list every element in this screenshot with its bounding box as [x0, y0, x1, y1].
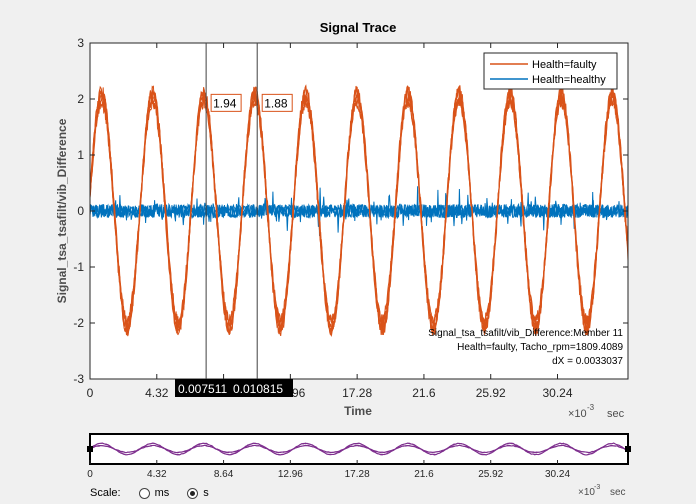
- series-faulty-trace: [89, 95, 629, 328]
- cursor-value-label: 1.88: [264, 96, 288, 110]
- overview-exponent-power: -3: [594, 484, 600, 491]
- x-tick-label: 17.28: [342, 386, 372, 400]
- x-axis-label: Time: [344, 404, 372, 418]
- cursor-x-label-box: [175, 379, 293, 397]
- overview-lines: [89, 442, 629, 456]
- cursor-x-label: 0.007511: [178, 382, 227, 396]
- x-tick-label: 4.32: [145, 386, 169, 400]
- series-healthy-trace: [89, 186, 629, 233]
- x-tick-label: 21.6: [412, 386, 436, 400]
- overview-x-tick-label: 0: [87, 469, 93, 480]
- chart-title: Signal Trace: [320, 20, 397, 35]
- overview-trace: [89, 444, 629, 454]
- y-tick-label: 0: [77, 204, 84, 218]
- info-box: Signal_tsa_tsafilt/vib_Difference:Member…: [428, 328, 623, 367]
- y-tick-label: -1: [73, 260, 84, 274]
- y-tick-label: -2: [73, 316, 84, 330]
- cursor-value-box: [261, 93, 293, 112]
- legend[interactable]: Health=faulty Health=healthy: [483, 52, 618, 90]
- cursor-layer[interactable]: 1.94 1.88 0.007511 0.010815: [175, 43, 293, 397]
- legend-label-healthy: Health=healthy: [532, 74, 606, 86]
- scale-option-ms-label: ms: [154, 487, 170, 499]
- scale-option-s-label: s: [203, 487, 209, 499]
- x-exponent-overview: ×10 -3 sec: [578, 484, 626, 498]
- overview-x-tick-label: 21.6: [414, 469, 434, 480]
- overview-x-tick-label: 8.64: [214, 469, 234, 480]
- x-exponent-main: ×10 -3 sec: [568, 403, 625, 420]
- overview-x-tick-label: 25.92: [478, 469, 503, 480]
- overview-left-handle[interactable]: [87, 446, 93, 452]
- cursor-value-label: 1.94: [213, 96, 237, 110]
- info-line-2: Health=faulty, Tacho_rpm=1809.4089: [457, 342, 623, 353]
- x-exponent-power: -3: [587, 403, 595, 412]
- overview-x-unit: sec: [610, 487, 626, 498]
- y-tick-label: -3: [73, 372, 84, 386]
- scale-option-s[interactable]: s: [187, 487, 209, 499]
- overview-background: [90, 434, 628, 464]
- legend-label-faulty: Health=faulty: [532, 59, 597, 71]
- scale-radio-ms[interactable]: [138, 487, 150, 499]
- scale-radio-s[interactable]: [187, 487, 199, 499]
- scale-control: Scale: ms s: [90, 484, 227, 502]
- overview-x-tick-label: 17.28: [345, 469, 370, 480]
- y-tick-label: 1: [77, 148, 84, 162]
- y-axis-ticks: -3 -2 -1 0 1 2 3: [73, 36, 628, 386]
- info-line-3: dX = 0.0033037: [552, 356, 623, 367]
- x-tick-label: 30.24: [542, 386, 572, 400]
- scale-option-ms[interactable]: ms: [138, 487, 170, 499]
- cursor-x-label: 0.010815: [233, 382, 283, 396]
- x-tick-label: 0: [87, 386, 94, 400]
- cursor-value-box: [210, 93, 242, 112]
- x-exponent-base: ×10: [568, 408, 587, 420]
- series-layer: [89, 84, 629, 338]
- x-unit: sec: [607, 408, 625, 420]
- overview-right-handle[interactable]: [625, 446, 631, 452]
- legend-box: [483, 52, 618, 90]
- overview-x-ticks: 0 4.32 8.64 12.96 17.28 21.6 25.92 30.24: [87, 460, 570, 480]
- overview-trace: [89, 442, 629, 456]
- y-tick-label: 3: [77, 36, 84, 50]
- info-line-1: Signal_tsa_tsafilt/vib_Difference:Member…: [428, 328, 623, 339]
- scale-label: Scale:: [90, 487, 121, 499]
- y-axis-label: Signal_tsa_tsafilt/vib_Difference: [55, 118, 69, 303]
- overview-x-tick-label: 4.32: [147, 469, 167, 480]
- y-tick-label: 2: [77, 92, 84, 106]
- x-tick-label: 25.92: [476, 386, 506, 400]
- overview-x-tick-label: 12.96: [278, 469, 303, 480]
- overview-exponent-base: ×10: [578, 487, 595, 498]
- overview-x-tick-label: 30.24: [545, 469, 570, 480]
